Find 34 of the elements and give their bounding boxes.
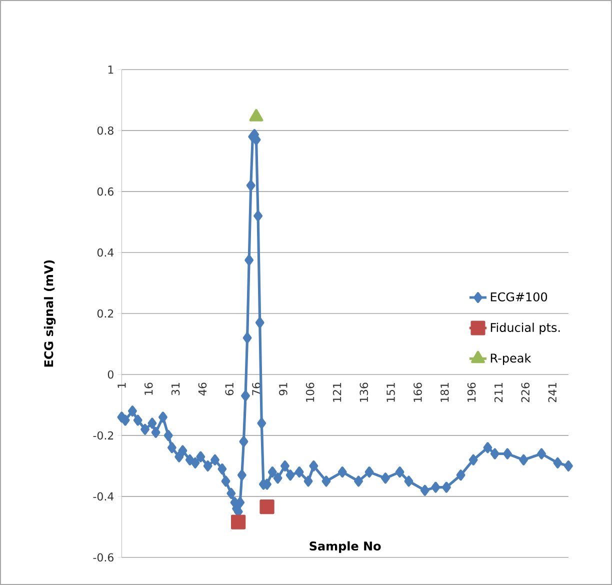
legend-label: R-peak — [490, 353, 532, 365]
y-tick-label: 0.4 — [97, 248, 114, 257]
x-tick-label: 76 — [252, 382, 260, 396]
x-tick-label: 106 — [306, 382, 314, 402]
y-tick-label: -0.6 — [93, 553, 114, 562]
y-tick-label: -0.2 — [93, 431, 114, 440]
x-tick-label: 61 — [225, 383, 234, 396]
x-tick-label: 181 — [440, 383, 449, 402]
legend-label: ECG#100 — [490, 292, 548, 302]
x-tick-label: 151 — [386, 383, 395, 402]
x-tick-label: 211 — [494, 383, 503, 402]
legend-label: Fiducial pts. — [490, 322, 560, 334]
x-tick-label: 16 — [144, 382, 153, 395]
x-tick-label: 136 — [360, 382, 368, 402]
x-tick-label: 91 — [279, 383, 288, 396]
y-tick-label: 1 — [108, 66, 114, 74]
point — [249, 109, 264, 122]
x-tick-label: 196 — [467, 382, 476, 402]
y-tick-label: 0.8 — [97, 126, 114, 135]
point — [231, 514, 246, 530]
x-tick-label: 121 — [332, 383, 342, 402]
x-tick-label: 241 — [548, 383, 556, 402]
x-tick-label: 1 — [118, 383, 126, 388]
x-tick-label: 226 — [521, 382, 530, 402]
point — [260, 500, 274, 514]
y-tick-label: -0.4 — [93, 492, 114, 501]
y-tick-label: 0.6 — [97, 187, 114, 196]
x-tick-label: 46 — [198, 382, 207, 396]
y-axis-title: ECG signal (mV) — [44, 260, 56, 367]
y-tick-label: 0.2 — [97, 309, 114, 318]
x-tick-label: 31 — [171, 383, 180, 396]
x-axis-title: Sample No — [310, 541, 381, 553]
y-tick-label: 0 — [108, 370, 114, 379]
x-tick-label: 166 — [414, 382, 422, 402]
